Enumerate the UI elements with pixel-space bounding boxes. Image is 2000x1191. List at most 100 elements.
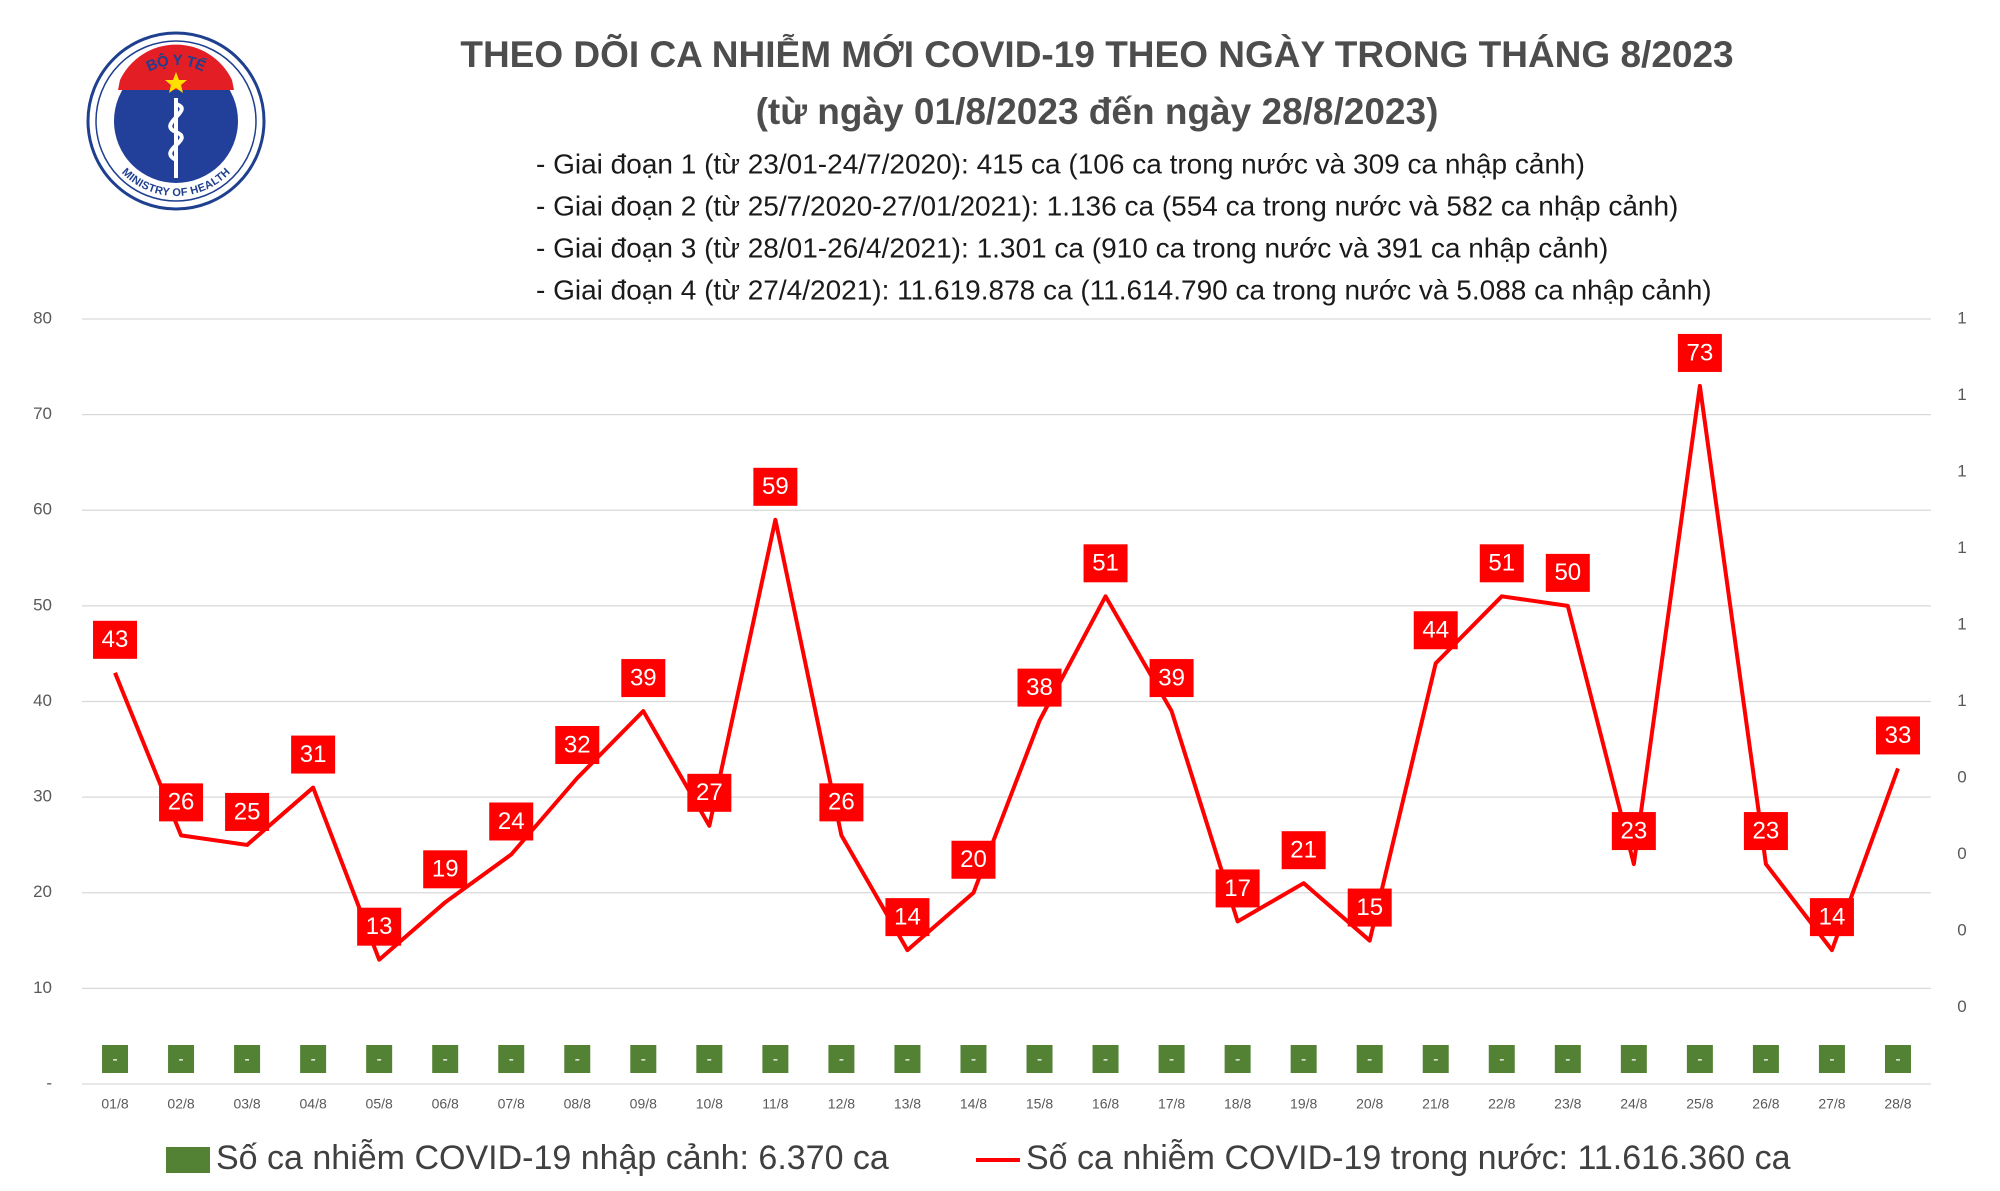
data-label: 26 [168, 789, 195, 816]
data-label: 43 [102, 626, 129, 653]
data-label: - [905, 1051, 910, 1068]
x-tick-label: 10/8 [696, 1096, 723, 1112]
data-label: - [244, 1051, 249, 1068]
data-label-box [1092, 1045, 1119, 1073]
note: - Giai đoạn 4 (từ 27/4/2021): 11.619.878… [536, 274, 1712, 305]
data-label: 44 [1422, 617, 1449, 644]
data-label: 25 [234, 798, 261, 825]
data-label: 73 [1687, 339, 1714, 366]
y2-tick-label: 1 [1957, 538, 1966, 557]
data-label-box [366, 1045, 393, 1073]
data-label-box [894, 1045, 921, 1073]
data-label-box [1743, 812, 1788, 851]
data-label-box [1422, 1045, 1449, 1073]
x-tick-label: 01/8 [101, 1096, 128, 1112]
x-tick-label: 15/8 [1026, 1096, 1053, 1112]
x-tick-label: 18/8 [1224, 1096, 1251, 1112]
data-label-box [168, 1045, 195, 1073]
data-label-box [93, 620, 138, 659]
x-tick-label: 13/8 [894, 1096, 921, 1112]
data-label: 33 [1885, 722, 1912, 749]
data-label: - [1763, 1051, 1768, 1068]
x-tick-label: 20/8 [1356, 1096, 1383, 1112]
data-label: 50 [1554, 559, 1581, 586]
data-label-box [291, 735, 336, 774]
x-tick-label: 05/8 [366, 1096, 393, 1112]
x-tick-label: 14/8 [960, 1096, 987, 1112]
data-label: 51 [1092, 550, 1119, 577]
data-label: - [1829, 1051, 1834, 1068]
data-label-box [951, 840, 996, 879]
x-tick-label: 26/8 [1752, 1096, 1779, 1112]
data-label-box [1479, 544, 1524, 583]
data-label: 24 [498, 808, 525, 835]
note: - Giai đoạn 1 (từ 23/01-24/7/2020): 415 … [536, 148, 1585, 179]
data-label: - [509, 1051, 514, 1068]
data-label: 23 [1620, 817, 1647, 844]
x-tick-label: 02/8 [167, 1096, 194, 1112]
data-label-box [696, 1045, 723, 1073]
data-label-box [1554, 1045, 1581, 1073]
data-label-box [1026, 1045, 1053, 1073]
data-label: - [641, 1051, 646, 1068]
x-tick-label: 08/8 [564, 1096, 591, 1112]
data-label-box [621, 659, 666, 698]
line [113, 383, 1900, 962]
y2-tick-label: 0 [1957, 920, 1966, 939]
data-label-box [1158, 1045, 1185, 1073]
data-label-box [753, 467, 798, 506]
data-label-box [1677, 333, 1722, 372]
data-label: 20 [960, 846, 987, 873]
data-label: - [1301, 1051, 1306, 1068]
data-label-box [423, 850, 468, 889]
data-label-box [1752, 1045, 1779, 1073]
data-label: - [178, 1051, 183, 1068]
data-label-box [1413, 611, 1458, 650]
x-tick-label: 24/8 [1620, 1096, 1647, 1112]
x-tick-label: 22/8 [1488, 1096, 1515, 1112]
x-tick-label: 17/8 [1158, 1096, 1185, 1112]
data-label-box [1224, 1045, 1251, 1073]
data-label-box [432, 1045, 459, 1073]
data-label-box [630, 1045, 657, 1073]
data-label-box [1017, 668, 1062, 707]
data-label-box [357, 907, 402, 946]
data-label-box [1149, 659, 1194, 698]
data-label-box [687, 773, 732, 812]
y-tick-label: - [46, 1073, 52, 1092]
data-label: - [971, 1051, 976, 1068]
data-label: - [1169, 1051, 1174, 1068]
data-label-box [960, 1045, 987, 1073]
data-label-box [1818, 1045, 1845, 1073]
y-tick-label: 60 [33, 500, 52, 519]
y2-tick-label: 1 [1957, 385, 1966, 404]
data-label-box [1611, 812, 1656, 851]
data-label: - [1499, 1051, 1504, 1068]
x-tick-label: 25/8 [1686, 1096, 1713, 1112]
data-label: 13 [366, 913, 393, 940]
data-label: 51 [1488, 550, 1515, 577]
x-tick-label: 27/8 [1818, 1096, 1845, 1112]
data-label-box [564, 1045, 591, 1073]
y-tick-label: 80 [33, 308, 52, 327]
y2-tick-label: 1 [1957, 308, 1966, 327]
data-label-box [159, 783, 204, 822]
data-label-box [1215, 869, 1260, 908]
data-label: 17 [1224, 875, 1251, 902]
chart-subtitle: (từ ngày 01/8/2023 đến ngày 28/8/2023) [756, 91, 1439, 132]
data-label-box [1875, 716, 1920, 755]
data-label: - [443, 1051, 448, 1068]
data-label-box [555, 726, 600, 764]
data-label: - [1103, 1051, 1108, 1068]
logo: BỘ Y TẾ MINISTRY OF HEALTH [86, 31, 266, 211]
data-label: - [1235, 1051, 1240, 1068]
note: - Giai đoạn 2 (từ 25/7/2020-27/01/2021):… [536, 190, 1678, 221]
x-tick-label: 03/8 [233, 1096, 260, 1112]
data-label: - [575, 1051, 580, 1068]
y2-tick-label: 1 [1957, 461, 1966, 480]
y2-tick-label: 0 [1957, 844, 1966, 863]
x-tick-label: 16/8 [1092, 1096, 1119, 1112]
data-label-box [1083, 544, 1128, 583]
y-tick-label: 70 [33, 404, 52, 423]
x-tick-label: 06/8 [432, 1096, 459, 1112]
